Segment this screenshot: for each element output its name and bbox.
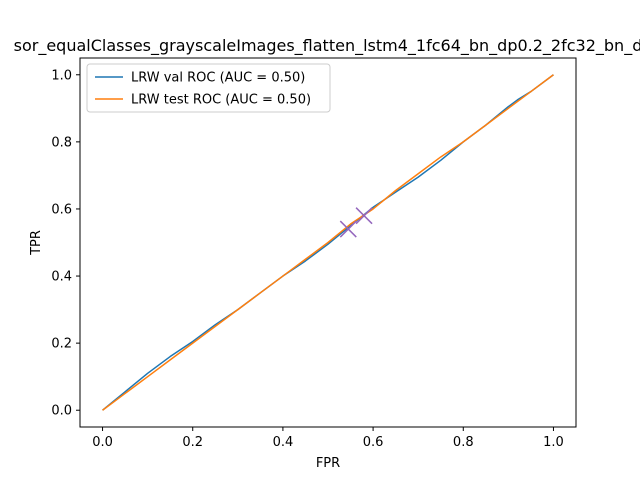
plot-area — [79, 57, 577, 428]
y-axis-label: TPR — [29, 230, 44, 256]
y-tick-label: 1.0 — [51, 68, 72, 83]
chart-title: sor_equalClasses_grayscaleImages_flatten… — [14, 36, 640, 56]
threshold-marker — [339, 220, 357, 238]
legend-box — [86, 63, 331, 113]
legend-items: LRW val ROC (AUC = 0.50) LRW test ROC (AU… — [95, 71, 311, 108]
y-tick-label: 0.4 — [51, 270, 72, 285]
x-tick-label: 1.0 — [543, 435, 564, 450]
x-tick-label: 0.6 — [363, 435, 384, 450]
marker-layer — [339, 207, 373, 238]
x-tick-label: 0.8 — [453, 435, 474, 450]
series-layer — [102, 74, 554, 411]
x-tick-label: 0.4 — [273, 435, 294, 450]
axes-frame — [79, 57, 577, 428]
series-line-1 — [102, 74, 554, 411]
x-axis-ticks: 0.0 0.2 0.4 0.6 0.8 1.0 — [92, 427, 564, 450]
x-axis-label: FPR — [316, 456, 340, 471]
legend-label: LRW val ROC (AUC = 0.50) — [131, 71, 305, 86]
legend-label: LRW test ROC (AUC = 0.50) — [131, 93, 311, 108]
y-tick-label: 0.6 — [51, 202, 72, 217]
y-axis-ticks: 0.0 0.2 0.4 0.6 0.8 1.0 — [51, 68, 80, 419]
x-tick-label: 0.2 — [182, 435, 203, 450]
threshold-marker — [355, 207, 373, 225]
x-tick-label: 0.0 — [92, 435, 113, 450]
y-tick-label: 0.0 — [51, 404, 72, 419]
legend: LRW val ROC (AUC = 0.50) LRW test ROC (AU… — [86, 63, 331, 113]
y-tick-label: 0.8 — [51, 135, 72, 150]
y-tick-label: 0.2 — [51, 337, 72, 352]
